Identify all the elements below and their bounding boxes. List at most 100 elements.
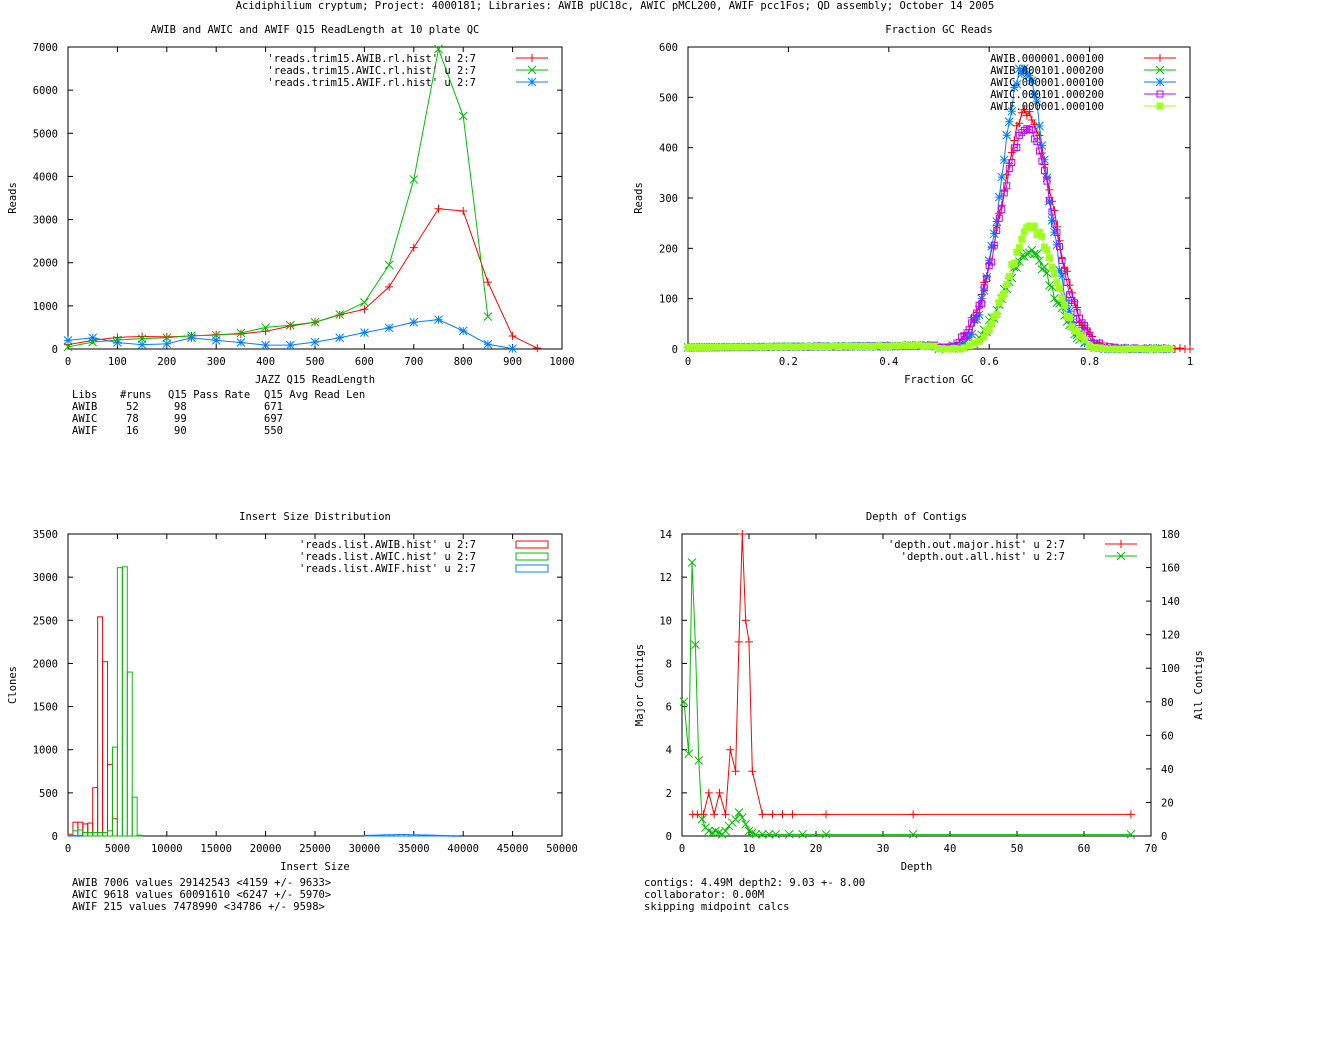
data-point [709,343,717,351]
y-tick-label: 500 [659,92,678,104]
histogram-bar [72,835,79,837]
data-point [758,810,767,819]
y-tick-label: 1000 [33,301,58,313]
x-axis-label: JAZZ Q15 ReadLength [255,374,375,386]
stats-cell: 52 [126,401,139,413]
y-tick-label: 8 [666,658,672,670]
data-point [699,343,707,351]
data-point [1040,167,1048,175]
y2-axis-label: All Contigs [1193,650,1205,720]
histogram-bar [363,834,370,837]
y2-tick-label: 120 [1161,630,1180,642]
data-point [977,294,987,303]
data-point [236,329,245,338]
series-line [683,562,1131,835]
data-point [1013,248,1021,256]
data-point [1058,256,1066,264]
data-point [999,155,1009,165]
data-point [1003,182,1011,190]
data-point [1057,271,1067,281]
data-point [997,172,1007,182]
data-point [285,320,295,330]
stats-cell: 550 [264,425,283,437]
series-line [692,533,1131,815]
y-tick-label: 3500 [33,529,58,541]
data-point [697,814,707,824]
data-point [310,337,320,347]
stats-cell: 697 [264,413,283,425]
data-point [1111,345,1119,353]
data-point [731,814,740,824]
series-line [687,249,1170,350]
data-point [286,322,295,331]
data-point [875,342,883,350]
data-point [1022,69,1032,79]
y2-tick-label: 80 [1161,697,1174,709]
data-point [1066,314,1074,322]
stats-cell: AWIB [72,401,97,413]
data-point [988,258,996,266]
series-line [687,108,1191,350]
data-point [980,333,988,341]
data-point [236,338,246,347]
data-point [409,317,419,327]
y-tick-label: 14 [659,529,672,541]
legend-label: AWIB.000001.000100 [990,53,1104,65]
legend-label: 'reads.trim15.AWIB.rl.hist' u 2:7 [267,53,476,65]
data-point [458,326,468,336]
chart-title: AWIB and AWIC and AWIF Q15 ReadLength at… [151,24,480,36]
histogram-bar [378,834,385,837]
stats-header: Q15 Avg Read Len [264,389,365,401]
y-tick-label: 0 [52,344,58,356]
data-point [784,343,792,351]
x-tick-label: 30000 [349,843,381,855]
x-tick-label: 30 [877,843,890,855]
data-point [1032,96,1042,106]
data-point [784,829,794,839]
insert-plot-frame [67,533,563,837]
x-tick-label: 20 [810,843,823,855]
data-point [1146,345,1154,353]
data-point [726,745,735,754]
data-point [950,344,958,352]
data-point [1038,232,1046,240]
stats-header: Libs [72,389,97,401]
data-point [738,530,747,538]
data-point [930,342,938,350]
data-point [739,343,747,351]
histogram-bar [131,796,138,837]
series-line [67,47,489,348]
data-point [983,275,991,283]
data-point [483,278,492,287]
data-point [691,640,700,650]
data-point [994,192,1004,202]
data-point [1015,244,1023,252]
data-point [1131,345,1139,353]
histogram-bar [388,834,395,837]
series-line [687,225,1170,350]
page-title: Acidiphilium cryptum; Project: 4000181; … [236,0,995,12]
data-point [865,342,873,350]
histogram-bar [67,835,74,837]
x-tick-label: 800 [454,356,473,368]
data-point [88,337,98,347]
histogram-bar [136,834,143,837]
data-point [1126,829,1136,839]
histogram-bar [383,834,390,837]
legend-label: 'reads.trim15.AWIC.rl.hist' u 2:7 [267,65,476,77]
y-tick-label: 100 [659,294,678,306]
stats-line: AWIB 7006 values 29142543 <4159 +/- 9633… [72,877,331,889]
legend-label: 'depth.out.all.hist' u 2:7 [901,551,1065,563]
y2-tick-label: 160 [1161,563,1180,575]
data-point [915,341,923,349]
data-point [1007,106,1017,116]
data-point [1000,290,1008,298]
data-point [360,328,369,337]
data-point [908,829,918,839]
data-point [508,344,517,353]
data-point [1156,345,1164,353]
data-point [973,309,981,317]
legend-label: 'depth.out.major.hist' u 2:7 [888,539,1065,551]
data-point [1050,270,1058,278]
histogram-bar [102,661,109,837]
